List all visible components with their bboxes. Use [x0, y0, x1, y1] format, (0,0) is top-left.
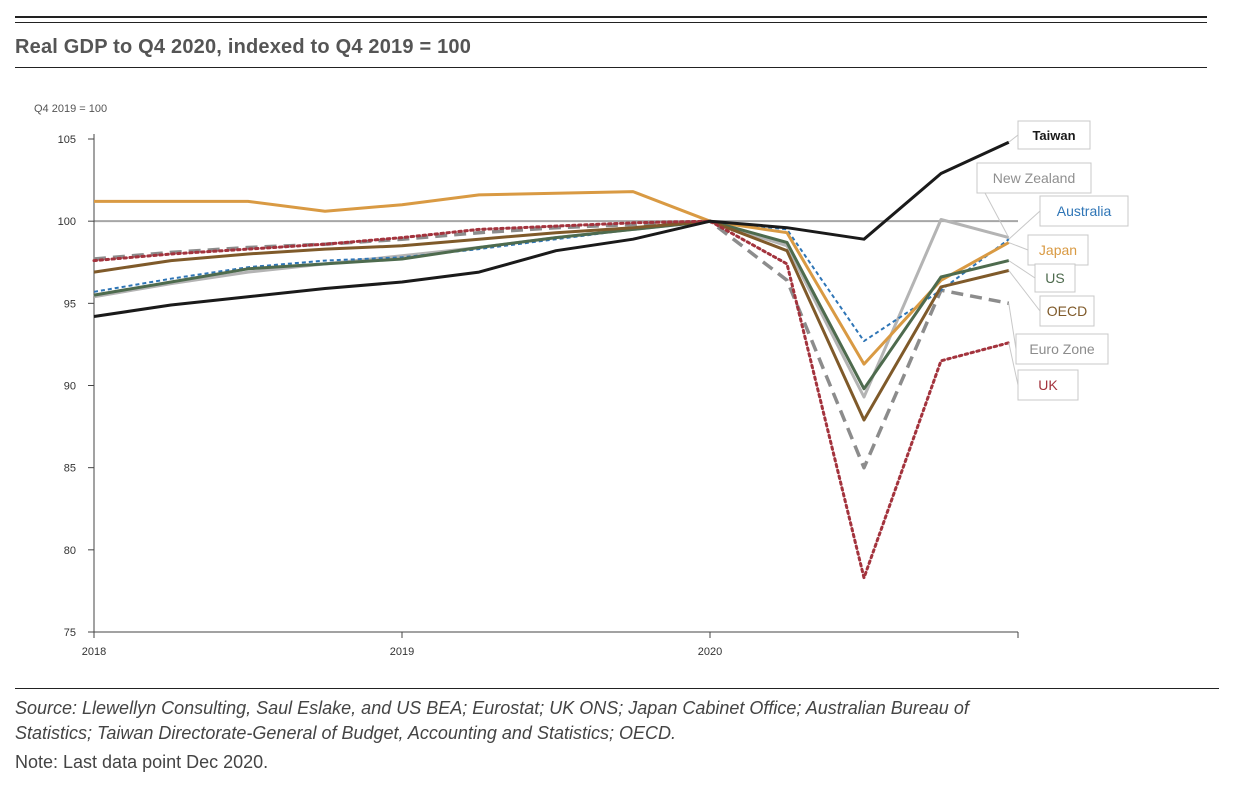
- legend-label-uk: UK: [1038, 377, 1058, 393]
- series-line-us: [93, 219, 1010, 391]
- legend-label-australia: Australia: [1057, 203, 1112, 219]
- source-line-2: Statistics; Taiwan Directorate-General o…: [15, 723, 676, 743]
- y-tick-label: 95: [64, 298, 76, 310]
- series-line-japan: [94, 190, 1010, 366]
- top-rule: [15, 16, 1207, 18]
- x-tick-label: 2018: [82, 646, 106, 658]
- legend-box-oecd: [1039, 295, 1095, 327]
- legend-label-euro-zone: Euro Zone: [1029, 341, 1095, 357]
- legend-leader-taiwan: [1008, 134, 1019, 143]
- y-axis-label: Q4 2019 = 100: [34, 103, 107, 115]
- legend-label-new-zealand: New Zealand: [993, 170, 1076, 186]
- footer-rule: [15, 688, 1219, 689]
- series-line-new-zealand: [93, 218, 1010, 399]
- legend-box-uk: [1017, 369, 1079, 401]
- legend-box-new-zealand: [976, 162, 1092, 194]
- series-line-australia: [93, 220, 1010, 343]
- legend-box-japan: [1027, 234, 1089, 266]
- legend-label-us: US: [1045, 270, 1064, 286]
- legend-label-japan: Japan: [1039, 242, 1077, 258]
- y-tick-label: 85: [64, 463, 76, 475]
- legend-box-taiwan: [1017, 120, 1091, 150]
- legend-label-taiwan: Taiwan: [1032, 128, 1075, 143]
- source-line-1: Source: Llewellyn Consulting, Saul Eslak…: [15, 698, 969, 718]
- legend-label-oecd: OECD: [1047, 303, 1087, 319]
- line-chart: Q4 2019 = 100 75 80 85 90 95 100 105 2018 2019 202…: [34, 103, 1129, 658]
- series-line-euro-zone: [93, 219, 1010, 470]
- legend-leader-oecd: [1008, 270, 1041, 312]
- note: Note: Last data point Dec 2020.: [15, 752, 269, 772]
- x-tick-label: 2020: [698, 646, 722, 658]
- legend-box-australia: [1039, 195, 1129, 227]
- y-tick-label: 75: [64, 627, 76, 639]
- series-line-oecd: [93, 219, 1010, 422]
- y-tick-label: 80: [64, 545, 76, 557]
- legend-leader-australia: [1008, 210, 1041, 240]
- legend-leader-euro-zone: [1008, 303, 1017, 350]
- series-line-uk: [92, 219, 1011, 580]
- chart-title: Real GDP to Q4 2020, indexed to Q4 2019 …: [15, 36, 472, 58]
- legend-box-euro-zone: [1015, 333, 1109, 365]
- y-tick-label: 90: [64, 381, 76, 393]
- legend-leader-us: [1008, 260, 1036, 279]
- series-line-taiwan: [93, 140, 1010, 318]
- legend-leader-uk: [1008, 342, 1019, 386]
- x-tick-label: 2019: [390, 646, 414, 658]
- title-rule: [15, 67, 1207, 68]
- top-rule-inner: [15, 22, 1207, 23]
- y-tick-label: 105: [58, 134, 76, 146]
- legend-leader-japan: [1008, 242, 1029, 251]
- y-tick-label: 100: [58, 216, 76, 228]
- legend-box-us: [1034, 263, 1076, 293]
